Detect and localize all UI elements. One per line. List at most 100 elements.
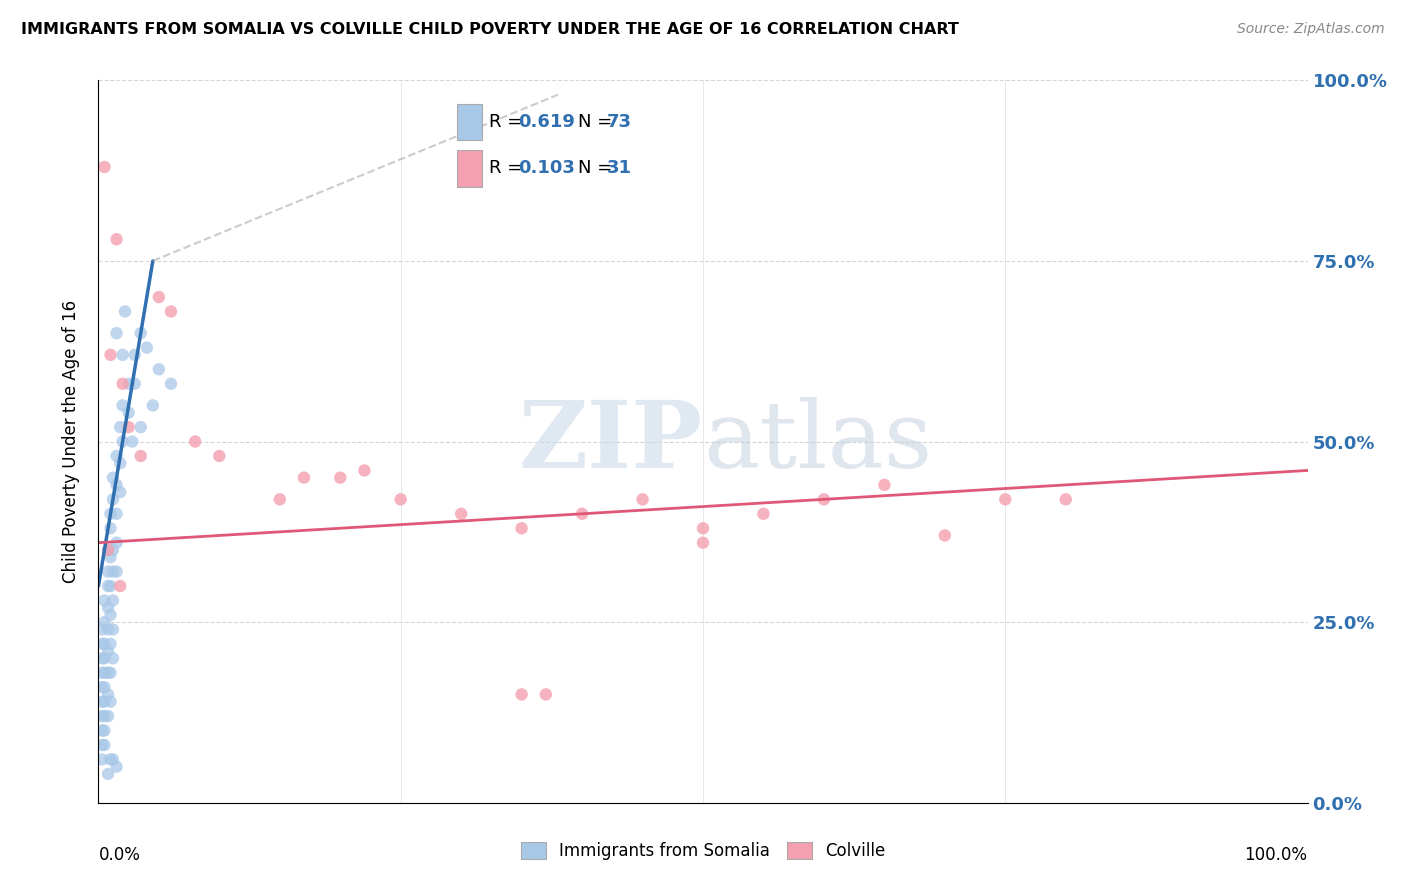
Point: [97, 600, 120, 615]
Point: [129, 326, 152, 341]
Point: [105, 232, 128, 246]
Point: [571, 507, 593, 521]
Point: [100, 521, 122, 535]
Point: [97, 709, 120, 723]
Text: atlas: atlas: [703, 397, 932, 486]
Point: [108, 420, 131, 434]
Point: [101, 542, 124, 557]
Point: [389, 492, 412, 507]
Point: [329, 471, 352, 485]
Point: [97, 767, 120, 781]
Point: [692, 521, 714, 535]
Point: [873, 478, 896, 492]
Point: [934, 528, 956, 542]
Point: [111, 434, 134, 449]
Point: [100, 665, 122, 680]
Point: [93, 637, 115, 651]
Point: [91, 709, 114, 723]
Point: [108, 579, 131, 593]
Point: [148, 362, 170, 376]
Point: [100, 752, 122, 766]
Point: [105, 449, 128, 463]
Point: [93, 160, 115, 174]
Point: [91, 752, 114, 766]
Point: [114, 304, 136, 318]
Point: [91, 623, 114, 637]
Point: [97, 542, 120, 557]
Point: [91, 695, 114, 709]
Point: [108, 485, 131, 500]
Text: IMMIGRANTS FROM SOMALIA VS COLVILLE CHILD POVERTY UNDER THE AGE OF 16 CORRELATIO: IMMIGRANTS FROM SOMALIA VS COLVILLE CHIL…: [21, 22, 959, 37]
Point: [101, 593, 124, 607]
Point: [111, 398, 134, 412]
Point: [105, 535, 128, 549]
Text: 100.0%: 100.0%: [1244, 847, 1308, 864]
Point: [97, 542, 120, 557]
Point: [105, 565, 128, 579]
Point: [510, 687, 533, 701]
Y-axis label: Child Poverty Under the Age of 16: Child Poverty Under the Age of 16: [62, 300, 80, 583]
Point: [142, 398, 165, 412]
Point: [91, 723, 114, 738]
Text: Source: ZipAtlas.com: Source: ZipAtlas.com: [1237, 22, 1385, 37]
Point: [692, 535, 714, 549]
Point: [108, 456, 131, 470]
Point: [97, 665, 120, 680]
Point: [184, 434, 207, 449]
Point: [97, 579, 120, 593]
Point: [93, 695, 115, 709]
Point: [105, 478, 128, 492]
Point: [97, 623, 120, 637]
Point: [93, 651, 115, 665]
Point: [121, 434, 143, 449]
Point: [93, 680, 115, 694]
Point: [450, 507, 472, 521]
Point: [93, 723, 115, 738]
Point: [93, 665, 115, 680]
Point: [91, 665, 114, 680]
Point: [105, 507, 128, 521]
Text: 0.0%: 0.0%: [98, 847, 141, 864]
Point: [510, 521, 533, 535]
Point: [100, 348, 122, 362]
Point: [129, 449, 152, 463]
Text: ZIP: ZIP: [519, 397, 703, 486]
Point: [813, 492, 835, 507]
Point: [994, 492, 1017, 507]
Point: [97, 565, 120, 579]
Point: [118, 406, 141, 420]
Point: [101, 565, 124, 579]
Point: [93, 738, 115, 752]
Point: [100, 637, 122, 651]
Point: [100, 579, 122, 593]
Point: [135, 341, 157, 355]
Point: [534, 687, 557, 701]
Point: [101, 471, 124, 485]
Point: [124, 376, 146, 391]
Point: [105, 760, 128, 774]
Point: [124, 348, 146, 362]
Point: [100, 607, 122, 622]
Point: [129, 420, 152, 434]
Point: [93, 615, 115, 630]
Point: [100, 550, 122, 565]
Point: [91, 738, 114, 752]
Point: [160, 304, 183, 318]
Point: [97, 644, 120, 658]
Point: [269, 492, 291, 507]
Point: [100, 507, 122, 521]
Point: [118, 420, 141, 434]
Point: [105, 326, 128, 341]
Point: [93, 709, 115, 723]
Legend: Immigrants from Somalia, Colville: Immigrants from Somalia, Colville: [515, 835, 891, 867]
Point: [292, 471, 315, 485]
Point: [752, 507, 775, 521]
Point: [91, 651, 114, 665]
Point: [111, 348, 134, 362]
Point: [97, 687, 120, 701]
Point: [100, 695, 122, 709]
Point: [353, 463, 375, 477]
Point: [101, 492, 124, 507]
Point: [148, 290, 170, 304]
Point: [91, 637, 114, 651]
